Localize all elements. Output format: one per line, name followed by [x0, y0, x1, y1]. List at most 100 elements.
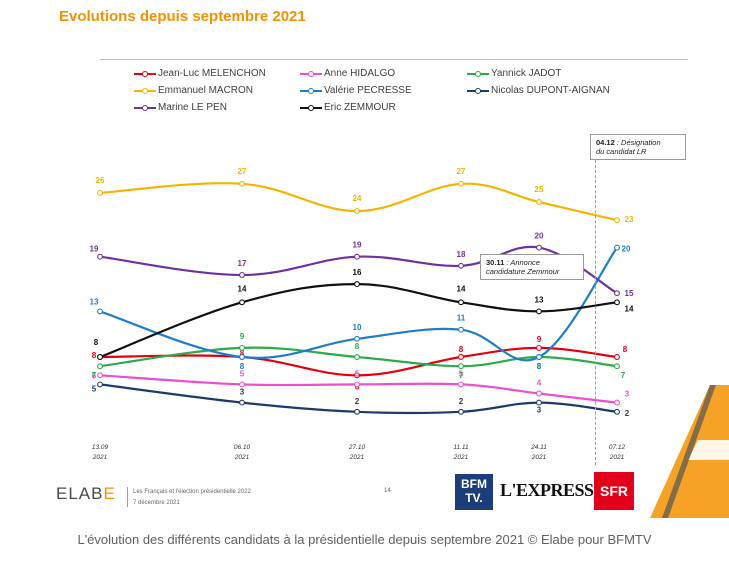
x-tick-label: 13.09: [92, 444, 109, 451]
data-label: 25: [535, 185, 544, 194]
data-label: 8: [92, 351, 97, 360]
bfmtv-logo: BFM TV.: [455, 474, 493, 510]
data-point: [239, 354, 245, 360]
data-point: [536, 399, 542, 406]
data-point: [614, 299, 620, 306]
data-point: [458, 326, 464, 333]
data-point: [239, 180, 245, 187]
data-point: [536, 390, 542, 397]
data-label: 8: [240, 349, 245, 358]
lr-note-date: 04.12: [596, 138, 615, 147]
data-point: [536, 344, 542, 351]
x-tick-label: 11.11: [453, 444, 469, 451]
series-line: [99, 245, 618, 295]
legend-item: Yannick JADOT: [467, 68, 561, 79]
data-point: [536, 244, 542, 251]
data-label: 20: [535, 232, 544, 241]
data-label: 8: [355, 342, 360, 351]
data-point: [458, 299, 464, 306]
data-label: 8: [537, 362, 542, 371]
legend-label: Eric ZEMMOUR: [324, 102, 396, 113]
data-label: 19: [90, 245, 99, 254]
footer-page-number: 14: [384, 488, 391, 494]
legend-label: Anne HIDALGO: [324, 68, 396, 79]
data-point: [354, 354, 360, 360]
data-point: [536, 199, 542, 205]
lr-designation-marker: [595, 160, 596, 465]
data-label: 13: [535, 295, 544, 304]
data-point: [354, 281, 360, 288]
title-divider: [100, 59, 688, 60]
data-label: 14: [625, 304, 634, 313]
data-point: [614, 217, 620, 224]
data-label: 6: [92, 371, 97, 380]
data-point: [458, 381, 464, 388]
data-label: 8: [94, 338, 99, 347]
legend-label: Marine LE PEN: [158, 102, 227, 113]
data-label: 16: [353, 268, 362, 277]
footer-survey-title: Les Français et l'élection présidentiell…: [133, 489, 251, 495]
data-label: 5: [355, 369, 360, 378]
data-point: [458, 354, 464, 360]
x-tick-year: 2021: [531, 454, 547, 461]
data-label: 2: [625, 409, 630, 418]
footer-divider: [127, 487, 128, 507]
data-label: 8: [537, 362, 542, 371]
legend-label: Valérie PECRESSE: [324, 85, 412, 96]
data-point: [354, 208, 360, 215]
zemmour-note-text-2: candidature Zemmour: [486, 267, 560, 276]
data-label: 23: [625, 215, 634, 224]
legend-item: Emmanuel MACRON: [134, 85, 253, 96]
data-point: [614, 244, 620, 251]
legend-swatch: [300, 87, 322, 94]
data-point: [97, 253, 103, 260]
zemmour-note-date: 30.11: [486, 258, 505, 267]
legend-label: Nicolas DUPONT-AIGNAN: [491, 85, 610, 96]
zemmour-announcement-note: 30.11 : Annonce candidature Zemmour: [480, 254, 584, 280]
data-point: [354, 253, 360, 260]
data-point: [97, 308, 103, 315]
data-label: 9: [537, 335, 542, 344]
data-point: [614, 354, 620, 360]
data-label: 13: [90, 297, 99, 306]
elabe-logo-accent: E: [103, 484, 116, 503]
image-caption: L'évolution des différents candidats à l…: [77, 532, 652, 547]
data-point: [97, 354, 103, 360]
data-point: [458, 363, 464, 370]
data-label: 8: [240, 362, 245, 371]
legend-label: Emmanuel MACRON: [158, 85, 254, 96]
data-label: 27: [457, 167, 466, 176]
data-label: 20: [622, 245, 631, 254]
data-label: 27: [238, 167, 247, 176]
data-point: [458, 408, 464, 415]
x-tick-year: 2021: [349, 454, 365, 461]
data-label: 4: [537, 379, 542, 388]
sfr-logo: SFR: [594, 472, 634, 510]
elabe-logo: ELABE: [56, 484, 116, 504]
lr-designation-note: 04.12 : Désignation du candidat LR: [590, 134, 686, 160]
data-label: 7: [459, 371, 464, 380]
x-tick-year: 2021: [92, 454, 108, 461]
data-label: 2: [459, 397, 464, 406]
data-label: 26: [96, 176, 105, 185]
legend-item: Marine LE PEN: [134, 102, 227, 113]
legend-label: Yannick JADOT: [491, 68, 562, 79]
data-point: [614, 408, 620, 415]
data-point: [536, 308, 542, 315]
data-point: [354, 381, 360, 388]
legend-item: Jean-Luc MELENCHON: [134, 68, 266, 79]
data-point: [239, 399, 245, 406]
data-label: 11: [457, 314, 466, 323]
x-tick-label: 06.10: [234, 444, 251, 451]
x-tick-label: 24.11: [530, 444, 547, 451]
line-chart: 13.09 2021 06.10 2021 27.10 2021 11.11 2021 24.1…: [90, 167, 634, 461]
x-tick-year: 2021: [234, 454, 250, 461]
elabe-logo-main: ELAB: [56, 484, 104, 503]
legend-swatch: [134, 104, 156, 111]
data-point: [354, 408, 360, 415]
data-point: [97, 372, 103, 379]
data-label: 5: [459, 369, 464, 378]
data-label: 8: [459, 345, 464, 354]
data-label: 3: [240, 388, 245, 397]
legend-swatch: [467, 87, 489, 94]
